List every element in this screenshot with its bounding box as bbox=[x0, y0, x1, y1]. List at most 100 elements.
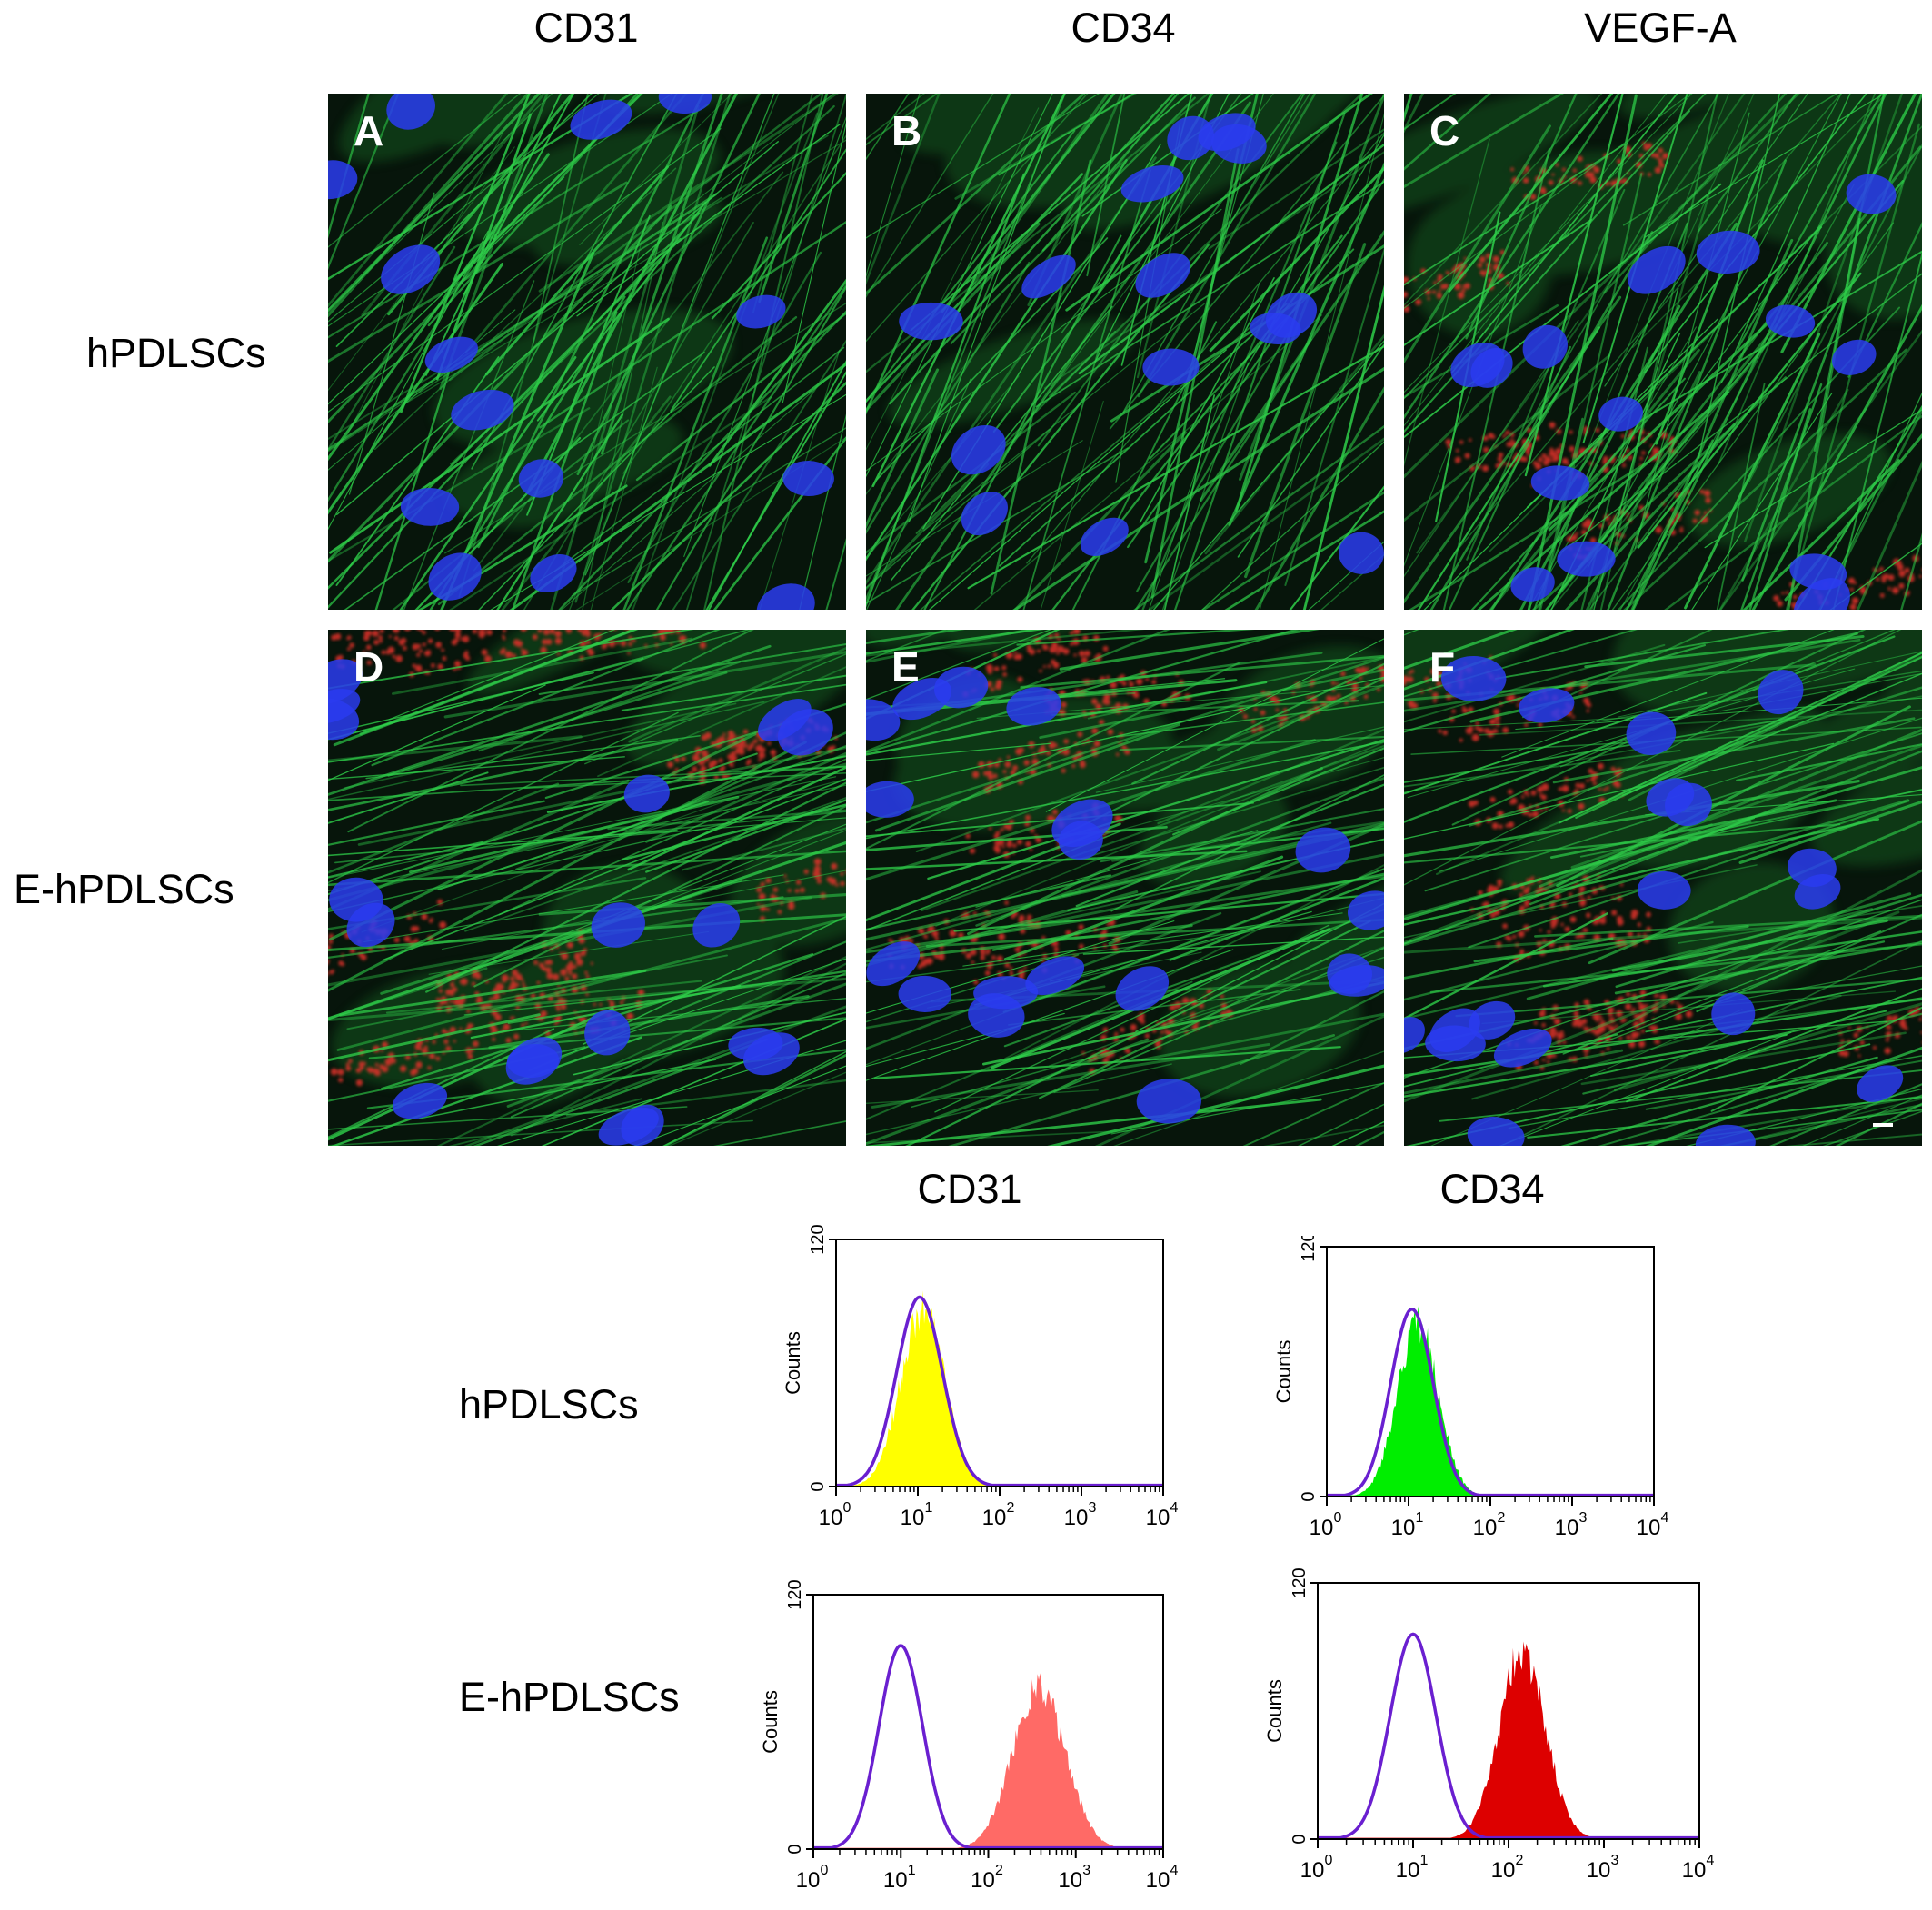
nucleus bbox=[1327, 953, 1373, 994]
marker-stain-dot bbox=[338, 960, 344, 966]
marker-stain-dot bbox=[502, 634, 505, 638]
actin-filament bbox=[708, 360, 846, 610]
marker-stain-dot bbox=[544, 960, 550, 966]
actin-filament bbox=[610, 381, 846, 610]
actin-filament bbox=[1738, 800, 1922, 865]
actin-filament bbox=[1254, 386, 1384, 610]
marker-stain-dot bbox=[1525, 166, 1529, 170]
marker-stain-dot bbox=[1491, 822, 1499, 830]
marker-stain-dot bbox=[729, 731, 733, 735]
marker-stain-dot bbox=[765, 878, 772, 884]
marker-stain-dot bbox=[1508, 821, 1515, 828]
marker-stain-dot bbox=[654, 642, 659, 648]
marker-stain-dot bbox=[993, 833, 1000, 840]
marker-stain-dot bbox=[1017, 676, 1023, 682]
marker-stain-dot bbox=[1553, 1018, 1561, 1025]
actin-filament bbox=[866, 1038, 1150, 1146]
marker-stain-dot bbox=[457, 1001, 464, 1009]
actin-filament bbox=[328, 94, 531, 318]
marker-stain-dot bbox=[923, 934, 928, 939]
marker-stain-dot bbox=[381, 1065, 389, 1073]
actin-filament bbox=[473, 804, 846, 988]
actin-filament bbox=[1457, 94, 1842, 551]
marker-stain-dot bbox=[1549, 422, 1556, 429]
actin-filament bbox=[328, 196, 722, 453]
nucleus bbox=[623, 774, 670, 813]
actin-filament bbox=[1741, 94, 1922, 582]
marker-stain-dot bbox=[1619, 882, 1624, 887]
marker-stain-dot bbox=[1030, 828, 1035, 833]
marker-stain-dot bbox=[403, 935, 411, 943]
marker-stain-dot bbox=[1655, 1000, 1659, 1005]
marker-stain-dot bbox=[1617, 919, 1624, 926]
actin-filament bbox=[584, 94, 775, 576]
actin-filament bbox=[672, 339, 846, 610]
actin-filament bbox=[1455, 978, 1922, 1018]
nucleus bbox=[951, 424, 1006, 475]
marker-stain-dot bbox=[328, 939, 334, 944]
x-tick-exponent: 0 bbox=[1325, 1853, 1333, 1868]
actin-filament bbox=[328, 146, 515, 392]
marker-stain-dot bbox=[1630, 913, 1638, 920]
marker-stain-dot bbox=[1496, 941, 1502, 948]
actin-filament bbox=[682, 827, 846, 871]
marker-stain-dot bbox=[1567, 463, 1570, 466]
marker-stain-dot bbox=[1003, 824, 1008, 830]
actin-filament bbox=[1667, 94, 1755, 284]
actin-filament bbox=[758, 94, 829, 303]
marker-stain-dot bbox=[1457, 292, 1465, 299]
actin-filament bbox=[1835, 1102, 1922, 1146]
marker-stain-dot bbox=[345, 1066, 352, 1071]
marker-stain-dot bbox=[586, 630, 591, 633]
marker-stain-dot bbox=[545, 967, 552, 973]
marker-stain-dot bbox=[1260, 710, 1266, 716]
marker-stain-dot bbox=[1000, 828, 1004, 832]
nucleus bbox=[1120, 164, 1184, 203]
actin-filament bbox=[866, 261, 1031, 535]
nucleus bbox=[1626, 711, 1677, 756]
actin-filament bbox=[705, 371, 846, 610]
actin-filament bbox=[1736, 743, 1922, 781]
marker-stain-dot bbox=[1898, 570, 1906, 578]
marker-stain-dot bbox=[393, 937, 400, 943]
marker-stain-dot bbox=[745, 761, 751, 766]
flow-row-header-hpdlscs: hPDLSCs bbox=[459, 1381, 639, 1428]
micrograph-panel-e: E bbox=[866, 630, 1384, 1146]
actin-filament bbox=[538, 643, 846, 695]
marker-stain-dot bbox=[1630, 1010, 1635, 1014]
marker-stain-dot bbox=[546, 972, 553, 980]
actin-filament bbox=[635, 312, 846, 482]
actin-filament bbox=[363, 874, 784, 943]
marker-stain-dot bbox=[1587, 895, 1591, 900]
actin-filament bbox=[506, 982, 846, 1108]
actin-filament bbox=[328, 94, 553, 312]
actin-filament bbox=[911, 975, 1384, 1108]
marker-stain-dot bbox=[1588, 768, 1594, 774]
marker-stain-dot bbox=[712, 760, 718, 766]
x-tick-label: 10 bbox=[1396, 1858, 1420, 1883]
marker-stain-dot bbox=[467, 1022, 473, 1030]
actin-filament bbox=[655, 285, 846, 610]
actin-filament bbox=[328, 103, 710, 339]
x-tick-label: 10 bbox=[1146, 1506, 1170, 1527]
marker-stain-dot bbox=[1465, 727, 1473, 735]
actin-filament bbox=[477, 94, 705, 549]
marker-stain-dot bbox=[1488, 433, 1494, 439]
marker-stain-dot bbox=[1455, 449, 1459, 453]
x-tick-label: 10 bbox=[901, 1506, 925, 1527]
actin-filament bbox=[344, 702, 737, 789]
actin-filament bbox=[1423, 318, 1718, 610]
marker-stain-dot bbox=[1541, 1058, 1546, 1062]
cytoplasm-glow bbox=[467, 630, 693, 695]
marker-stain-dot bbox=[1577, 155, 1583, 162]
actin-filament bbox=[1515, 697, 1922, 731]
actin-filament bbox=[548, 778, 846, 857]
actin-filament bbox=[1404, 94, 1620, 420]
marker-stain-dot bbox=[788, 900, 794, 907]
marker-stain-dot bbox=[980, 955, 985, 960]
marker-stain-dot bbox=[1881, 579, 1887, 583]
marker-stain-dot bbox=[426, 649, 431, 654]
marker-stain-dot bbox=[1875, 577, 1880, 582]
actin-filament bbox=[385, 980, 702, 1014]
marker-stain-dot bbox=[1029, 848, 1033, 851]
